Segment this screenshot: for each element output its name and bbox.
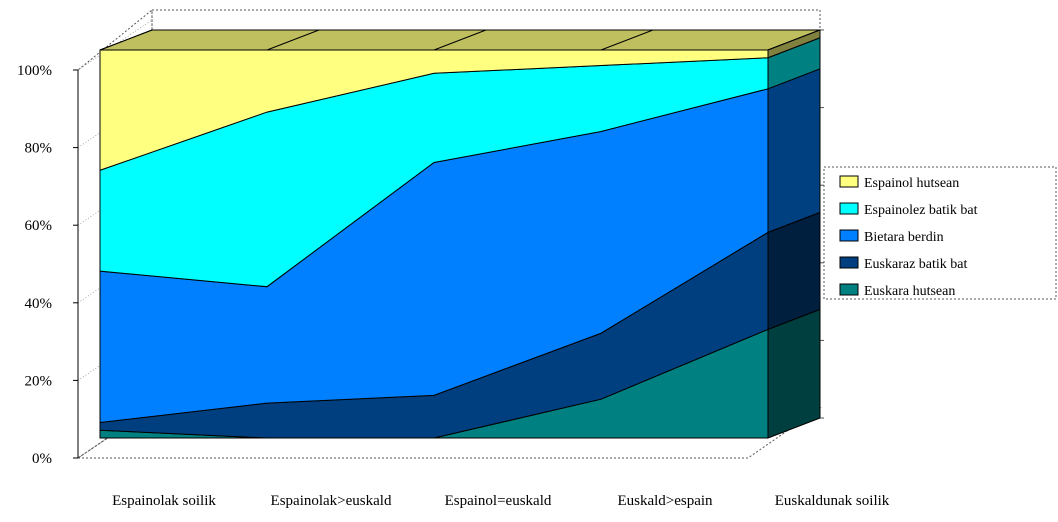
legend-swatch xyxy=(839,256,859,269)
y-tick-label: 100% xyxy=(17,63,52,79)
legend-label: Euskara hutsean xyxy=(864,284,955,299)
x-tick-label: Euskaldunak soilik xyxy=(775,493,890,509)
legend-item: Espainolez batik bat xyxy=(839,202,978,218)
x-tick-label: Euskald>espain xyxy=(617,493,713,509)
x-tick-label: Espainolak>euskald xyxy=(271,493,392,509)
side-bietara-berdin xyxy=(767,68,821,234)
legend-swatch xyxy=(839,175,859,188)
legend-label: Euskaraz batik bat xyxy=(864,257,968,272)
legend-swatch xyxy=(839,229,859,242)
legend-item: Espainol hutsean xyxy=(839,175,959,191)
side-euskara-hutsean xyxy=(767,308,821,439)
legend-label: Espainol hutsean xyxy=(864,176,959,191)
legend-label: Espainolez batik bat xyxy=(864,203,978,218)
legend: Espainol hutsean Espainolez batik bat Biet… xyxy=(823,166,1057,300)
y-tick-label: 40% xyxy=(25,296,53,312)
legend-item: Euskara hutsean xyxy=(839,283,955,299)
legend-box xyxy=(823,166,1057,300)
top-face-divider xyxy=(433,29,487,51)
y-tick-label: 60% xyxy=(25,218,53,234)
top-face-divider xyxy=(600,29,654,51)
top-face-divider xyxy=(99,29,153,51)
x-tick-label: Espainolak soilik xyxy=(112,493,216,509)
side-euskaraz-batik-bat xyxy=(767,211,821,331)
legend-item: Bietara berdin xyxy=(839,229,944,245)
y-tick-label: 20% xyxy=(25,373,53,389)
side-espainol-hutsean xyxy=(767,29,821,59)
y-tick-label: 0% xyxy=(32,451,52,467)
x-tick-label: Espainol=euskald xyxy=(445,493,552,509)
legend-item: Euskaraz batik bat xyxy=(839,256,968,272)
top-face-divider xyxy=(266,29,320,51)
y-tick-label: 80% xyxy=(25,141,53,157)
legend-label: Bietara berdin xyxy=(864,230,944,245)
legend-swatch xyxy=(839,283,859,296)
legend-swatch xyxy=(839,202,859,215)
